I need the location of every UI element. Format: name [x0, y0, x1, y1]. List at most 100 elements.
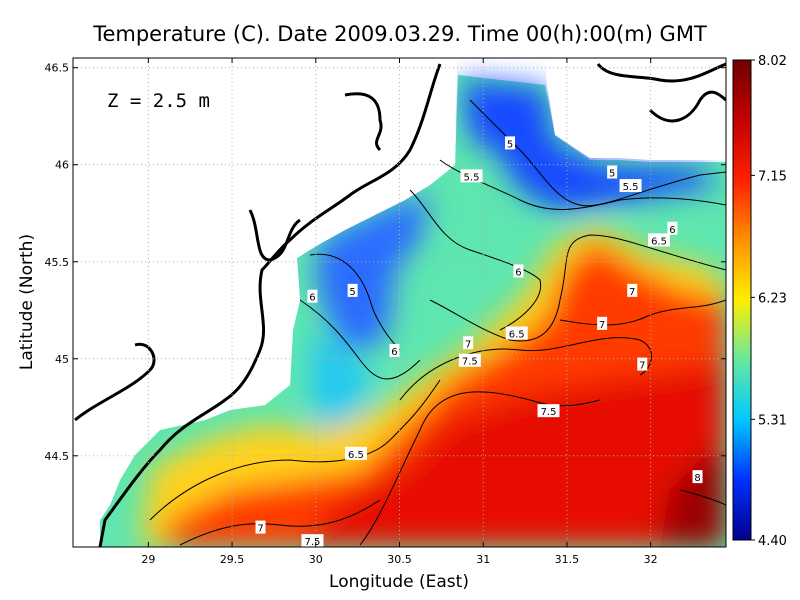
- contour-label: 7: [597, 316, 608, 331]
- contour-label: 7.5: [537, 404, 560, 418]
- contour-label-bg: [597, 316, 608, 330]
- contour-label-bg: [344, 446, 367, 460]
- y-axis: 44.5 45 45.5 46 46.5: [45, 62, 726, 463]
- contour-label-bg: [637, 357, 648, 371]
- x-axis: 29 29.5 30 30.5 31 31.5 32: [141, 58, 658, 566]
- contour-label: 6: [667, 221, 678, 236]
- contour-label-text: 7: [465, 339, 471, 350]
- contour-label: 8: [692, 470, 703, 484]
- contour-label-bg: [648, 233, 671, 247]
- contour-label: 6.5: [344, 446, 367, 461]
- contour-label: 7: [255, 520, 266, 535]
- contour-label: 5: [347, 283, 358, 298]
- contour-label-text: 7: [639, 361, 645, 372]
- contour-label-bg: [619, 179, 642, 193]
- y-axis-label: Latitude (North): [17, 234, 37, 370]
- contour-label-text: 6: [669, 225, 675, 236]
- contour-label-text: 7: [599, 320, 605, 331]
- contour-label: 7: [627, 283, 638, 298]
- contour-label-bg: [607, 165, 618, 179]
- contour-6-5-south: [149, 379, 441, 521]
- contour-5-west: [309, 253, 401, 351]
- contour-label-text: 7: [629, 287, 635, 298]
- cyan-zone: [310, 330, 375, 430]
- blue-zone-north: [462, 80, 720, 210]
- contour-label-bg: [460, 169, 483, 183]
- contour-label-text: 7: [257, 524, 263, 535]
- y-tick-label: 46: [55, 159, 69, 172]
- contour-label-text: 7.5: [304, 537, 320, 548]
- contour-label: 7: [637, 357, 648, 372]
- contour-label-text: 8: [694, 473, 700, 484]
- colorbar-tick-label: 7.15: [758, 169, 787, 184]
- contour-label: 6.5: [505, 326, 528, 341]
- contour-label-text: 6: [309, 293, 315, 304]
- temperature-field: [73, 58, 726, 547]
- x-tick-label: 30: [309, 553, 323, 566]
- contour-label-text: 5.5: [464, 172, 480, 183]
- colorbar-tick-label: 4.40: [758, 534, 787, 549]
- contour-label: 5: [505, 136, 516, 150]
- x-tick-label: 32: [644, 553, 658, 566]
- contour-label-bg: [301, 534, 324, 548]
- contour-label-bg: [307, 289, 318, 303]
- contour-label-bg: [505, 136, 516, 150]
- depth-annotation: Z = 2.5 m: [107, 90, 210, 112]
- contour-label-text: 5: [349, 287, 355, 298]
- contour-label: 5: [607, 165, 618, 179]
- contour-label-bg: [347, 283, 358, 297]
- y-tick-label: 46.5: [45, 62, 70, 75]
- colorbar-tick-label: 5.31: [758, 413, 787, 428]
- x-tick-label: 31: [476, 553, 490, 566]
- deep-red-zone: [300, 360, 726, 547]
- chart-title: Temperature (C). Date 2009.03.29. Time 0…: [92, 22, 707, 46]
- contour-lines: [149, 99, 726, 546]
- contour-7-sw: [179, 499, 381, 546]
- contour-7-5: [359, 391, 601, 546]
- contour-label-text: 5: [507, 139, 513, 150]
- contour-label: 7: [463, 336, 474, 350]
- coast-crimea: [596, 62, 726, 83]
- contour-6-west: [299, 299, 421, 380]
- x-tick-label: 29: [141, 553, 155, 566]
- contour-label-text: 5.5: [623, 182, 639, 193]
- contour-label: 6: [307, 289, 318, 304]
- colorbar-ticks: 8.02 7.15 6.23 5.31 4.40: [751, 54, 787, 549]
- contour-label-bg: [389, 344, 400, 358]
- contour-label-bg: [537, 404, 560, 418]
- contour-5-north: [469, 99, 726, 207]
- contour-6-5: [429, 234, 726, 342]
- contour-label-bg: [692, 470, 703, 484]
- colorbar-tick-label: 8.02: [758, 54, 787, 69]
- contour-label-text: 7.5: [541, 407, 557, 418]
- darkest-zone: [660, 450, 726, 547]
- land-mask-ne: [545, 58, 726, 160]
- y-tick-label: 45: [55, 353, 69, 366]
- x-tick-label: 31.5: [555, 553, 580, 566]
- colorbar-tick-label: 6.23: [758, 291, 787, 306]
- y-tick-label: 45.5: [45, 256, 70, 269]
- contour-label-text: 6.5: [509, 330, 525, 341]
- contour-label: 6.5: [648, 233, 671, 247]
- contour-7-east: [559, 299, 726, 326]
- blue-zone-west: [315, 195, 430, 350]
- contour-label: 6: [389, 344, 400, 358]
- contour-label-bg: [627, 283, 638, 297]
- contour-label-text: 6.5: [651, 236, 667, 247]
- contour-label-text: 7.5: [462, 357, 478, 368]
- contour-6-north: [409, 189, 542, 331]
- coast-lagoon: [248, 209, 301, 262]
- contour-label-bg: [505, 326, 528, 340]
- x-tick-label: 30.5: [387, 553, 412, 566]
- contour-label-bg: [463, 336, 474, 350]
- contour-label-bg: [255, 520, 266, 534]
- contour-label-text: 6: [391, 347, 397, 358]
- coast-kinburn: [648, 90, 726, 123]
- contour-label-bg: [513, 264, 524, 278]
- land-mask: [73, 58, 457, 547]
- contour-label-text: 6.5: [348, 450, 364, 461]
- contour-label: 7.5: [458, 353, 481, 368]
- contour-7-south: [399, 337, 652, 401]
- x-axis-label: Longitude (East): [329, 572, 469, 592]
- x-tick-label: 29.5: [220, 553, 245, 566]
